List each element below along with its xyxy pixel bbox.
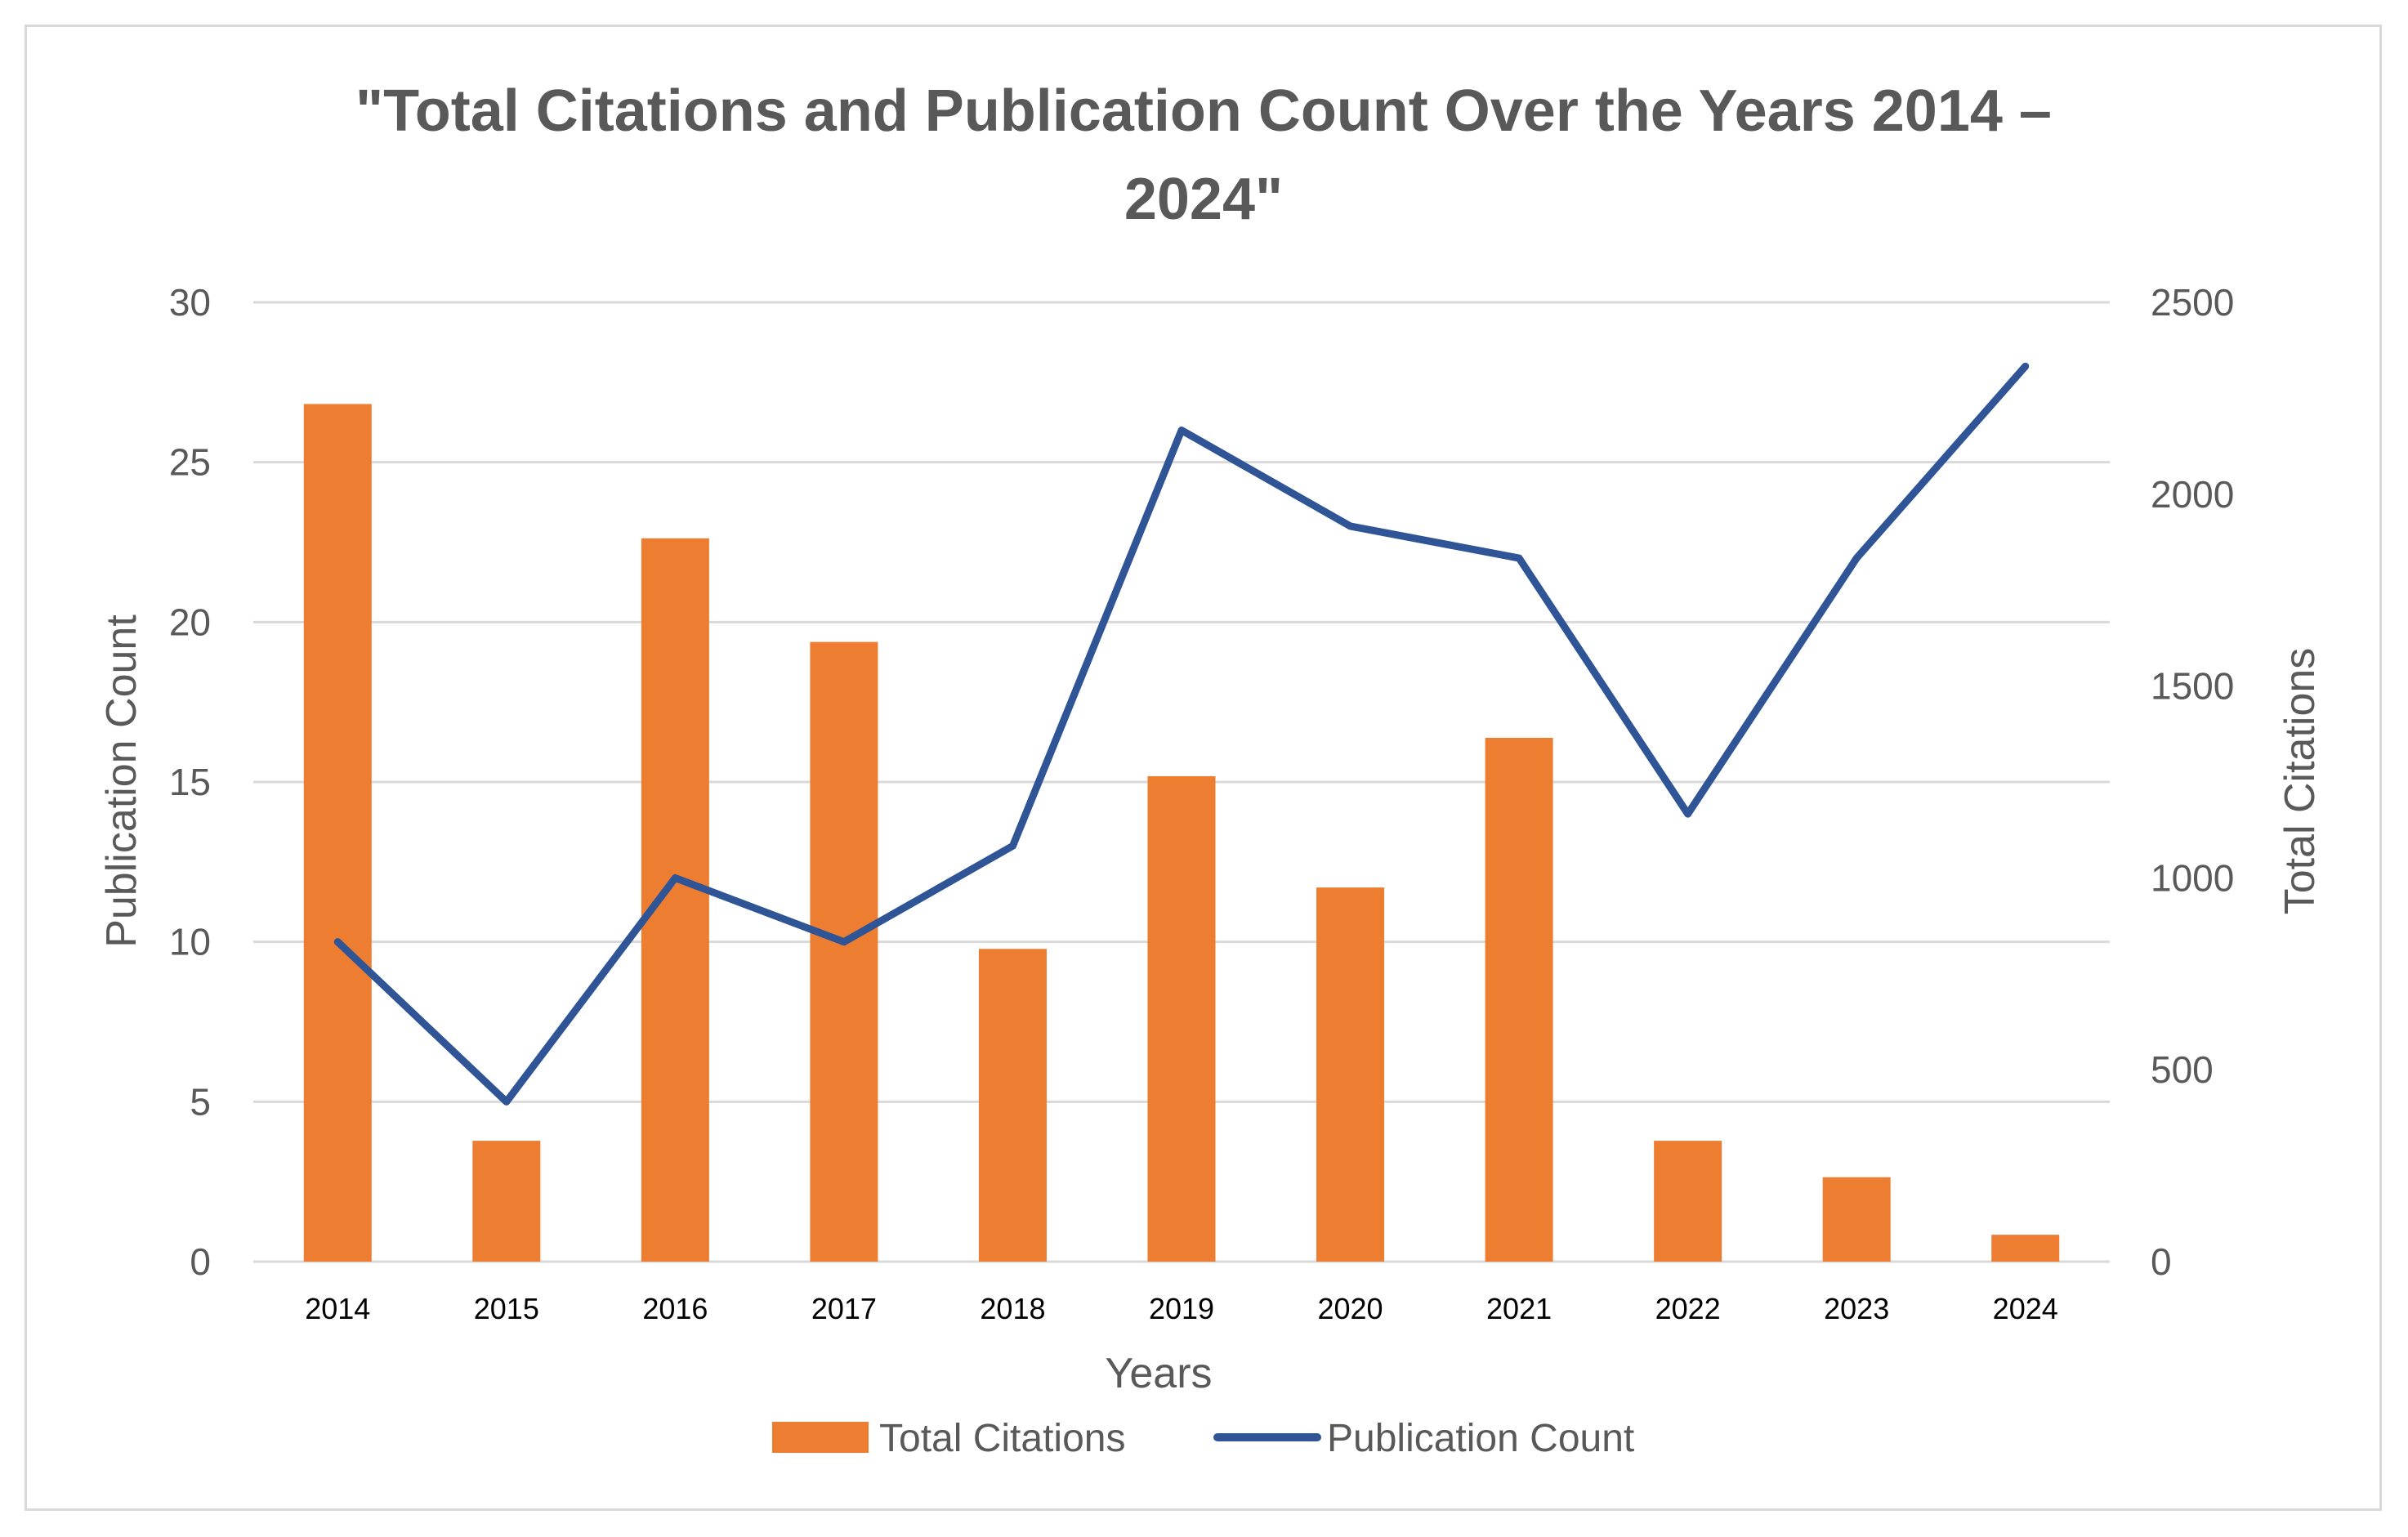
y-right-tick-label: 1000	[2151, 856, 2234, 899]
bar-total-citations-2015	[472, 1141, 541, 1262]
chart-title-line2: 2024"	[1124, 167, 1283, 232]
legend-label-total-citations: Total Citations	[879, 1417, 1125, 1460]
x-tick-label: 2014	[305, 1292, 370, 1325]
line-series-publication-count	[333, 362, 2030, 1106]
y-left-tick-label: 20	[169, 601, 211, 643]
bar-total-citations-2024	[1991, 1235, 2060, 1262]
y-right-tick-label: 0	[2151, 1240, 2172, 1283]
y-left-tick-label: 0	[190, 1240, 211, 1283]
bar-total-citations-2018	[978, 949, 1047, 1262]
y-left-tick-label: 30	[169, 281, 211, 324]
legend-label-publication-count: Publication Count	[1327, 1417, 1634, 1460]
x-tick-label: 2018	[980, 1292, 1045, 1325]
legend-swatch-total-citations	[772, 1422, 869, 1453]
bar-total-citations-2021	[1485, 737, 1553, 1262]
legend: Total Citations Publication Count	[772, 1417, 1634, 1460]
y-right-tick-label: 2000	[2151, 473, 2234, 516]
bar-total-citations-2019	[1147, 775, 1216, 1262]
x-tick-label: 2022	[1655, 1292, 1721, 1325]
x-tick-label: 2016	[642, 1292, 708, 1325]
x-tick-label: 2017	[811, 1292, 877, 1325]
chart-text: "Total Citations and Publication Count O…	[98, 78, 2324, 1397]
x-tick-label: 2023	[1824, 1292, 1889, 1325]
x-axis-title: Years	[1105, 1350, 1212, 1397]
y-left-tick-label: 25	[169, 441, 211, 484]
y-left-tick-label: 10	[169, 921, 211, 963]
x-tick-label: 2021	[1486, 1292, 1552, 1325]
y-right-tick-label: 500	[2151, 1048, 2214, 1091]
x-tick-label: 2015	[474, 1292, 539, 1325]
bar-series-total-citations	[303, 404, 2060, 1262]
y-left-tick-label: 15	[169, 761, 211, 803]
y-left-tick-label: 5	[190, 1080, 211, 1123]
bar-total-citations-2023	[1822, 1177, 1891, 1262]
bar-total-citations-2022	[1654, 1141, 1722, 1262]
bar-total-citations-2020	[1316, 887, 1385, 1262]
y-right-tick-label: 1500	[2151, 665, 2234, 708]
chart-frame	[25, 25, 2382, 1511]
y-axis-right-title: Total Citations	[2276, 648, 2324, 915]
bar-total-citations-2016	[641, 538, 709, 1262]
x-tick-label: 2024	[1993, 1292, 2058, 1325]
y-right-tick-label: 2500	[2151, 281, 2234, 324]
x-tick-label: 2019	[1149, 1292, 1214, 1325]
bar-total-citations-2017	[810, 641, 878, 1262]
bar-total-citations-2014	[303, 404, 372, 1262]
x-tick-label: 2020	[1317, 1292, 1383, 1325]
y-axis-left-title: Publication Count	[98, 614, 145, 948]
gridlines	[253, 301, 2110, 1263]
chart-title-line1: "Total Citations and Publication Count O…	[355, 78, 2052, 144]
